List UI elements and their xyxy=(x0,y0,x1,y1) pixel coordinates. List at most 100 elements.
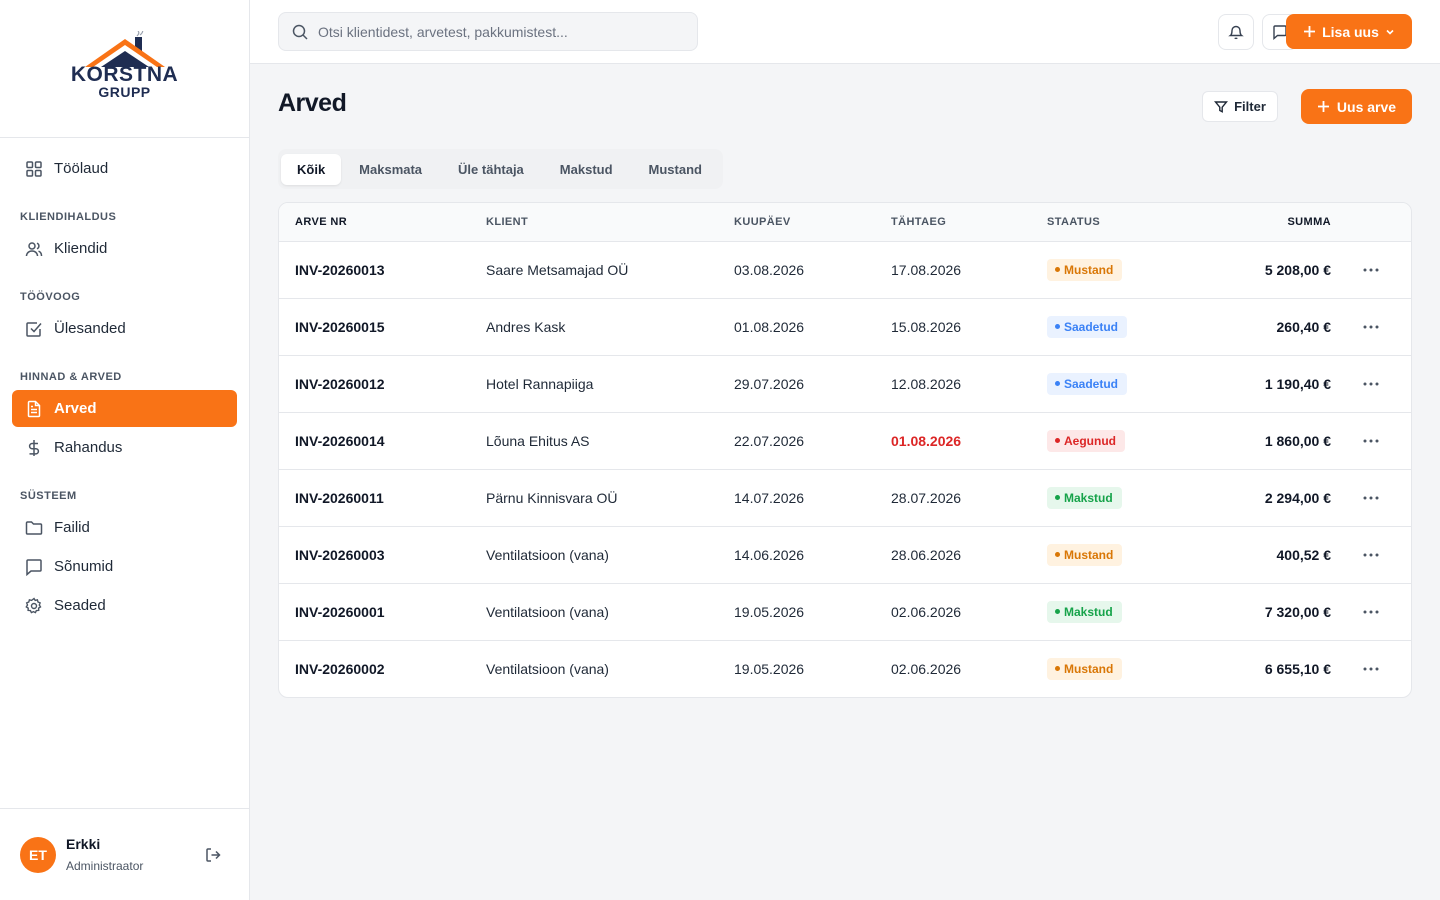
invoice-sum: 400,52 € xyxy=(1197,526,1331,584)
add-new-label: Lisa uus xyxy=(1322,23,1379,40)
table-row[interactable]: INV-20260013 Saare Metsamajad OÜ 03.08.202… xyxy=(279,241,1411,299)
tab-maksmata[interactable]: Maksmata xyxy=(359,161,423,177)
sidebar-item-seaded[interactable]: Seaded xyxy=(12,587,237,624)
row-actions-cell xyxy=(1331,241,1411,299)
column-header[interactable]: KLIENT xyxy=(486,203,734,242)
row-actions-cell xyxy=(1331,298,1411,356)
search-icon xyxy=(291,23,309,41)
document-icon xyxy=(24,399,44,419)
invoice-date: 14.07.2026 xyxy=(734,469,891,527)
avatar[interactable]: ET xyxy=(20,836,56,873)
invoice-date: 19.05.2026 xyxy=(734,583,891,641)
invoice-sum: 1 860,00 € xyxy=(1197,412,1331,470)
table-row[interactable]: INV-20260015 Andres Kask 01.08.2026 15.08.2… xyxy=(279,298,1411,356)
new-invoice-button[interactable]: Uus arve xyxy=(1301,89,1412,124)
status-badge: Saadetud xyxy=(1047,315,1128,338)
invoice-sum: 7 320,00 € xyxy=(1197,583,1331,641)
more-actions-button[interactable] xyxy=(1357,655,1385,683)
more-actions-button[interactable] xyxy=(1357,598,1385,626)
table-row[interactable]: INV-20260002 Ventilatsioon (vana) 19.05.20… xyxy=(279,640,1411,697)
more-actions-button[interactable] xyxy=(1357,427,1385,455)
invoice-due-date: 02.06.2026 xyxy=(891,583,1047,641)
table-row[interactable]: INV-20260011 Pärnu Kinnisvara OÜ 14.07.202… xyxy=(279,469,1411,527)
invoice-number[interactable]: INV-20260002 xyxy=(295,660,385,677)
invoice-number[interactable]: INV-20260011 xyxy=(279,469,486,527)
sidebar-item-label: Ülesanded xyxy=(54,320,126,337)
invoice-number[interactable]: INV-20260001 xyxy=(279,583,486,641)
invoice-number[interactable]: INV-20260015 xyxy=(279,298,486,356)
invoice-sum: 260,40 € xyxy=(1197,298,1331,356)
bell-icon xyxy=(1228,25,1244,40)
sidebar-item-arved[interactable]: Arved xyxy=(12,390,237,427)
invoice-number[interactable]: INV-20260012 xyxy=(279,355,486,413)
search-box[interactable] xyxy=(278,12,698,51)
column-header[interactable]: ARVE NR xyxy=(279,203,486,242)
invoice-number[interactable]: INV-20260013 xyxy=(279,241,486,299)
users-icon xyxy=(24,239,44,259)
invoice-client: Ventilatsioon (vana) xyxy=(486,660,609,677)
topbar: Lisa uus xyxy=(250,0,1440,64)
invoice-date: 01.08.2026 xyxy=(734,298,891,356)
more-actions-button[interactable] xyxy=(1357,370,1385,398)
sidebar-item-ulesanded[interactable]: Ülesanded xyxy=(12,310,237,347)
status-badge: Mustand xyxy=(1047,657,1123,680)
row-actions-cell xyxy=(1331,355,1411,413)
page-title: Arved xyxy=(278,89,347,117)
invoice-client: Ventilatsioon (vana) xyxy=(486,526,734,584)
tab-makstud[interactable]: Makstud xyxy=(559,161,613,177)
status-badge: Aegunud xyxy=(1047,429,1125,452)
sidebar-item-sonumid[interactable]: Sõnumid xyxy=(12,548,237,585)
status-badge: Saadetud xyxy=(1047,372,1128,395)
more-actions-button[interactable] xyxy=(1357,541,1385,569)
invoice-status-cell: Aegunud xyxy=(1047,412,1197,470)
more-actions-button[interactable] xyxy=(1357,484,1385,512)
row-actions-cell xyxy=(1331,526,1411,584)
brand-logo[interactable]: KORSTNA GRUPP xyxy=(71,30,178,107)
status-dot-icon xyxy=(1055,324,1060,329)
column-header[interactable]: SUMMA xyxy=(1197,203,1331,242)
sidebar-item-label: Arved xyxy=(54,400,97,417)
house-roof-icon xyxy=(84,30,165,67)
more-actions-button[interactable] xyxy=(1357,313,1385,341)
invoice-sum: 2 294,00 € xyxy=(1197,469,1331,527)
row-actions-cell xyxy=(1331,640,1411,697)
tab-koik[interactable]: Kõik xyxy=(281,153,342,185)
status-dot-icon xyxy=(1055,267,1060,272)
status-tabs: Kõik Maksmata Üle tähtaja Makstud Mustan… xyxy=(278,149,723,189)
sidebar-item-rahandus[interactable]: Rahandus xyxy=(12,429,237,466)
column-header[interactable]: KUUPÄEV xyxy=(734,203,891,242)
more-actions-button[interactable] xyxy=(1357,256,1385,284)
filter-button[interactable]: Filter xyxy=(1202,91,1278,122)
sidebar-item-failid[interactable]: Failid xyxy=(12,509,237,546)
invoice-client: Ventilatsioon (vana) xyxy=(486,583,734,641)
invoice-status-cell: Mustand xyxy=(1047,640,1197,697)
invoice-status-cell: Mustand xyxy=(1047,241,1197,299)
table-row[interactable]: INV-20260014 Lõuna Ehitus AS 22.07.2026 01.… xyxy=(279,412,1411,470)
logout-button[interactable] xyxy=(201,843,225,867)
table-row[interactable]: INV-20260001 Ventilatsioon (vana) 19.05.20… xyxy=(279,583,1411,641)
sidebar-item-kliendid[interactable]: Kliendid xyxy=(12,230,237,267)
invoice-number[interactable]: INV-20260014 xyxy=(279,412,486,470)
notifications-button[interactable] xyxy=(1218,14,1254,50)
brand-subname: GRUPP xyxy=(98,83,151,100)
status-dot-icon xyxy=(1055,438,1060,443)
table-row[interactable]: INV-20260012 Hotel Rannapiiga 29.07.2026 12… xyxy=(279,355,1411,413)
filter-icon xyxy=(1214,100,1229,114)
add-new-button[interactable]: Lisa uus xyxy=(1286,14,1412,49)
status-dot-icon xyxy=(1055,609,1060,614)
invoice-status-cell: Mustand xyxy=(1047,526,1197,584)
more-horizontal-icon xyxy=(1363,553,1379,556)
column-header[interactable]: TÄHTAEG xyxy=(891,203,1047,242)
brand-name: KORSTNA xyxy=(70,62,179,86)
search-input[interactable] xyxy=(318,23,685,40)
user-role: Administraator xyxy=(66,859,144,873)
sidebar-item-toolaud[interactable]: Töölaud xyxy=(12,150,237,187)
sidebar-section-label: HINNAD & ARVED xyxy=(20,371,122,383)
invoice-due-date: 01.08.2026 xyxy=(891,412,1047,470)
column-header[interactable]: STAATUS xyxy=(1047,203,1197,242)
tab-mustand[interactable]: Mustand xyxy=(648,161,702,177)
table-row[interactable]: INV-20260003 Ventilatsioon (vana) 14.06.20… xyxy=(279,526,1411,584)
tab-ule-tahtaja[interactable]: Üle tähtaja xyxy=(458,161,524,177)
status-label: Mustand xyxy=(1064,661,1114,676)
invoice-number[interactable]: INV-20260003 xyxy=(279,526,486,584)
